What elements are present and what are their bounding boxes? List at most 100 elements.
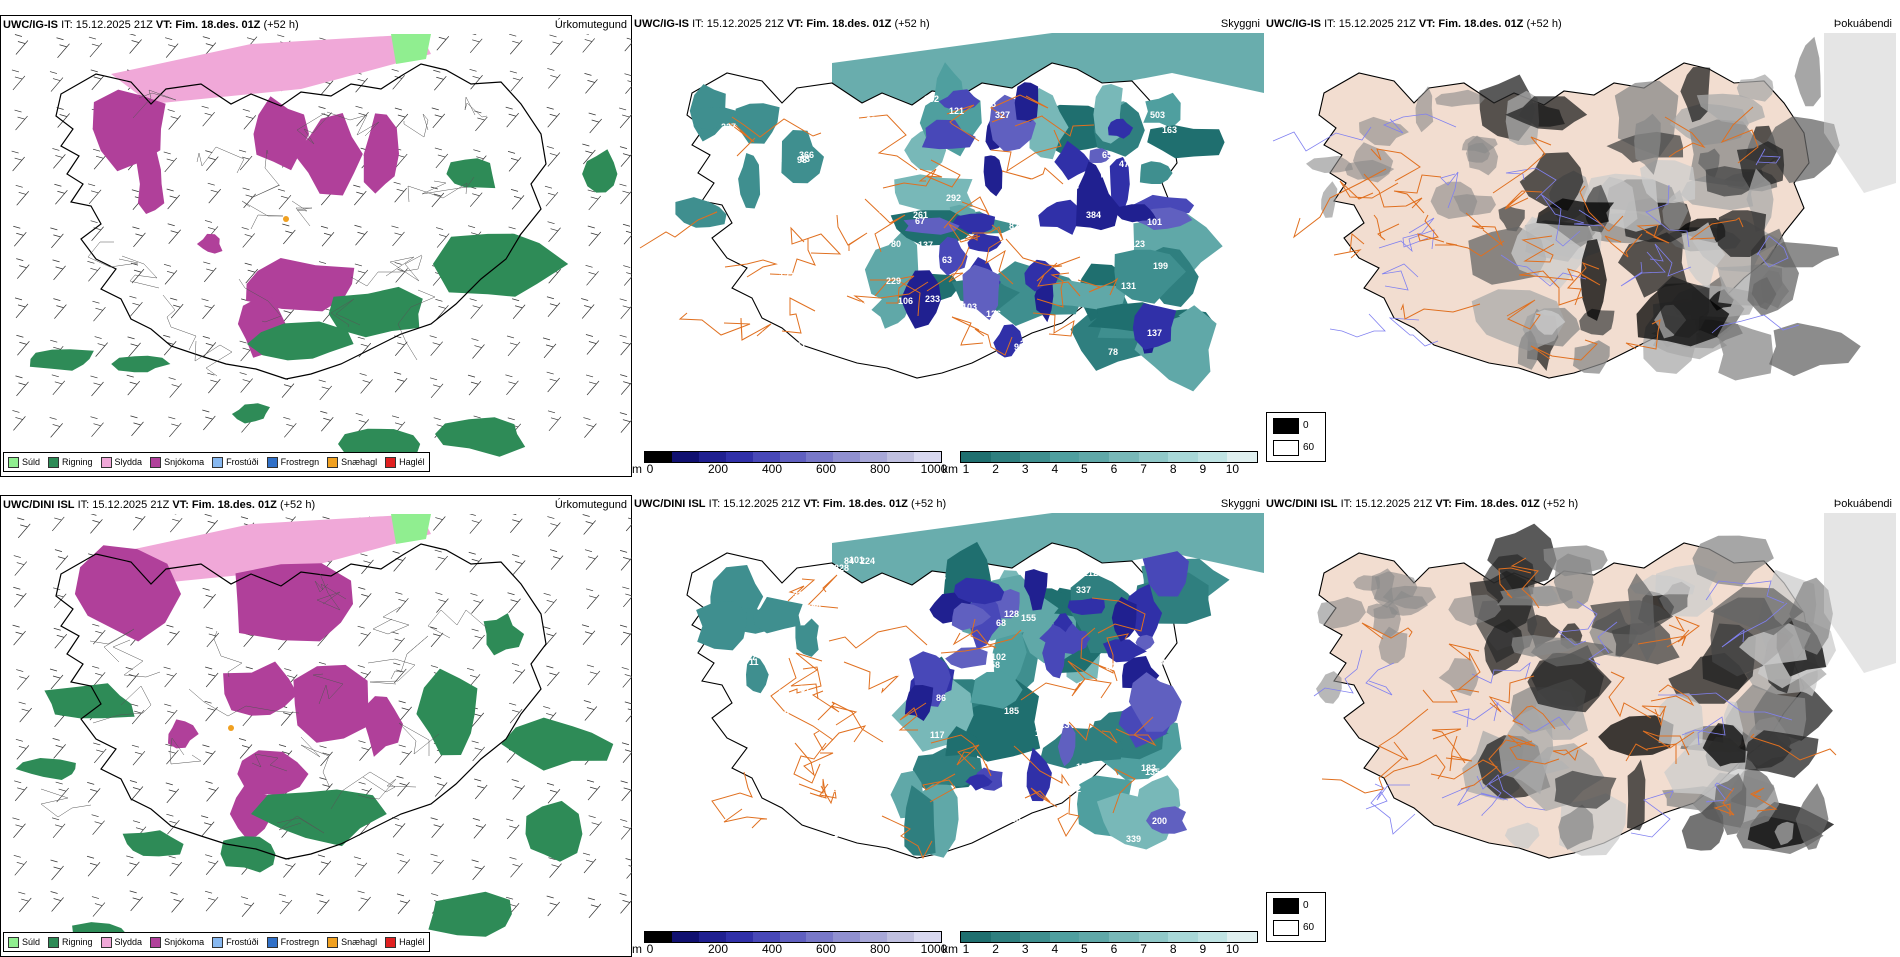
fog-index-cell: [1737, 730, 1819, 778]
tick-label: 9: [1199, 942, 1207, 956]
tick-label: 2: [992, 462, 999, 476]
coastline: [55, 543, 547, 860]
height-ticks: 0 200 400 600 800 1000: [644, 942, 948, 956]
cloud-base-area: [1109, 157, 1130, 213]
fog-index-cell: [1511, 635, 1580, 657]
legend-swatch: [266, 936, 278, 948]
drizzle-area: [391, 514, 431, 544]
panel-title: UWC/IG-IS IT: 15.12.2025 21Z VT: Fim. 18…: [3, 19, 299, 31]
cloud-base-label: 228: [834, 563, 849, 573]
low-visibility-area: [1096, 792, 1174, 850]
lead-time: (+52 h): [1526, 18, 1562, 30]
legend-label: Súld: [22, 457, 41, 467]
cloud-base-label: 162: [924, 94, 939, 104]
fog-index-cell: [1415, 86, 1434, 133]
legend-swatch: [327, 456, 339, 468]
cloud-base-label: 122: [779, 271, 794, 281]
valid-time: Fim. 18.des. 01Z: [806, 18, 892, 30]
cloud-base-label: 68: [996, 618, 1006, 628]
snow-area: [196, 233, 223, 254]
fog-index-cell: [1751, 277, 1777, 310]
tick-label: 3: [1021, 942, 1029, 956]
fog-index-cell: [1696, 93, 1765, 125]
drizzle-area: [391, 34, 431, 64]
cloud-base-area: [1014, 82, 1039, 122]
legend-swatch: [100, 936, 112, 948]
cloud-base-labels: 151 102 619 240 389 199 113 121 154 212 117 202 87 13…: [720, 555, 1167, 844]
cloud-base-area: [1042, 624, 1068, 679]
fog-index-cell: [1627, 573, 1656, 662]
cloud-base-label: 73: [762, 330, 772, 340]
cloud-base-area: [952, 213, 996, 234]
cloud-base-label: 107: [839, 580, 854, 590]
tick-label: 600: [815, 942, 837, 956]
fog-index-cell: [1519, 152, 1584, 211]
cloud-base-area: [1078, 161, 1103, 217]
map-canvas: [1, 514, 633, 956]
legend-item: Slydda: [100, 456, 142, 468]
valid-label: VT:: [1435, 498, 1452, 510]
cloud-base-label: 327: [995, 110, 1010, 120]
cloud-base-label: 129: [830, 784, 845, 794]
tick-label: 10: [1225, 942, 1240, 956]
legend-label: Rigning: [62, 937, 93, 947]
cloud-base-label: 164: [879, 205, 894, 215]
legend-swatch: [150, 456, 162, 468]
issue-time: IT: 15.12.2025 21Z: [1324, 18, 1416, 30]
issue-time: IT: 15.12.2025 21Z: [61, 19, 153, 31]
fog-index-cell: [1774, 821, 1794, 846]
sleet-area: [111, 34, 431, 104]
fog-swatch-light: [1273, 440, 1299, 456]
fog-index-legend: 0 60: [1266, 412, 1326, 462]
cloud-base-label: 123: [1130, 239, 1145, 249]
fog-panel-row1: UWC/IG-IS IT: 15.12.2025 21Z VT: Fim. 18…: [1264, 15, 1896, 477]
fog-index-cell: [1496, 585, 1573, 607]
fog-index-cell: [1466, 142, 1490, 163]
legend-item: Rigning: [48, 936, 93, 948]
panel-variable-label: Úrkomutegund: [554, 499, 627, 511]
snow-area: [293, 113, 363, 196]
cloud-base-label: 339: [1126, 834, 1141, 844]
legend-item: Haglél: [385, 936, 425, 948]
cloud-base-label: 103: [962, 302, 977, 312]
cloud-base-label: 101: [1147, 217, 1162, 227]
cloud-panel-row2: UWC/DINI ISL IT: 15.12.2025 21Z VT: Fim.…: [632, 495, 1264, 957]
low-visibility-area: [738, 153, 761, 209]
cloud-base-area: [1146, 806, 1188, 834]
rain-area: [428, 891, 512, 937]
legend-item: Slydda: [100, 936, 142, 948]
cloud-base-label: 224: [860, 556, 875, 566]
cloud-base-label: 63: [800, 154, 810, 164]
cloud-base-area: [1054, 140, 1091, 181]
legend-swatch: [48, 936, 60, 948]
cloud-base-label: 199: [1153, 261, 1168, 271]
legend-item: Frostúði: [212, 936, 259, 948]
lead-time: (+52 h): [1542, 498, 1579, 510]
snow-area: [364, 696, 403, 757]
map-canvas: [1264, 33, 1896, 475]
tick-label: 2: [992, 942, 999, 956]
cloud-base-area: [965, 774, 993, 791]
legend-swatch: [8, 936, 19, 948]
fog-index-cell: [1598, 715, 1674, 756]
lead-time: (+52 h): [279, 499, 316, 511]
legend-label: Frostregn: [280, 457, 320, 467]
legend-item: Haglél: [385, 456, 425, 468]
rain-area: [446, 158, 496, 189]
cloud-base-label: 503: [1150, 110, 1165, 120]
cloud-base-label: 84: [892, 325, 902, 335]
cloud-base-area: [921, 119, 976, 150]
fog-legend-top: 0: [1303, 420, 1309, 431]
tick-label: 8: [1169, 942, 1177, 956]
lead-time: (+52 h): [910, 498, 947, 510]
cloud-base-area: [1067, 598, 1105, 615]
tick-label: 800: [869, 462, 891, 476]
cloud-base-label: 11: [749, 657, 759, 667]
cloud-base-label: 100: [866, 330, 881, 340]
fog-index-cell: [1717, 322, 1773, 381]
fog-index-cell: [1716, 210, 1767, 257]
tick-label: 5: [1081, 942, 1088, 956]
rain-area: [328, 286, 423, 338]
cloud-base-label: 47: [1119, 159, 1129, 169]
cloud-base-label: 199: [723, 674, 738, 684]
